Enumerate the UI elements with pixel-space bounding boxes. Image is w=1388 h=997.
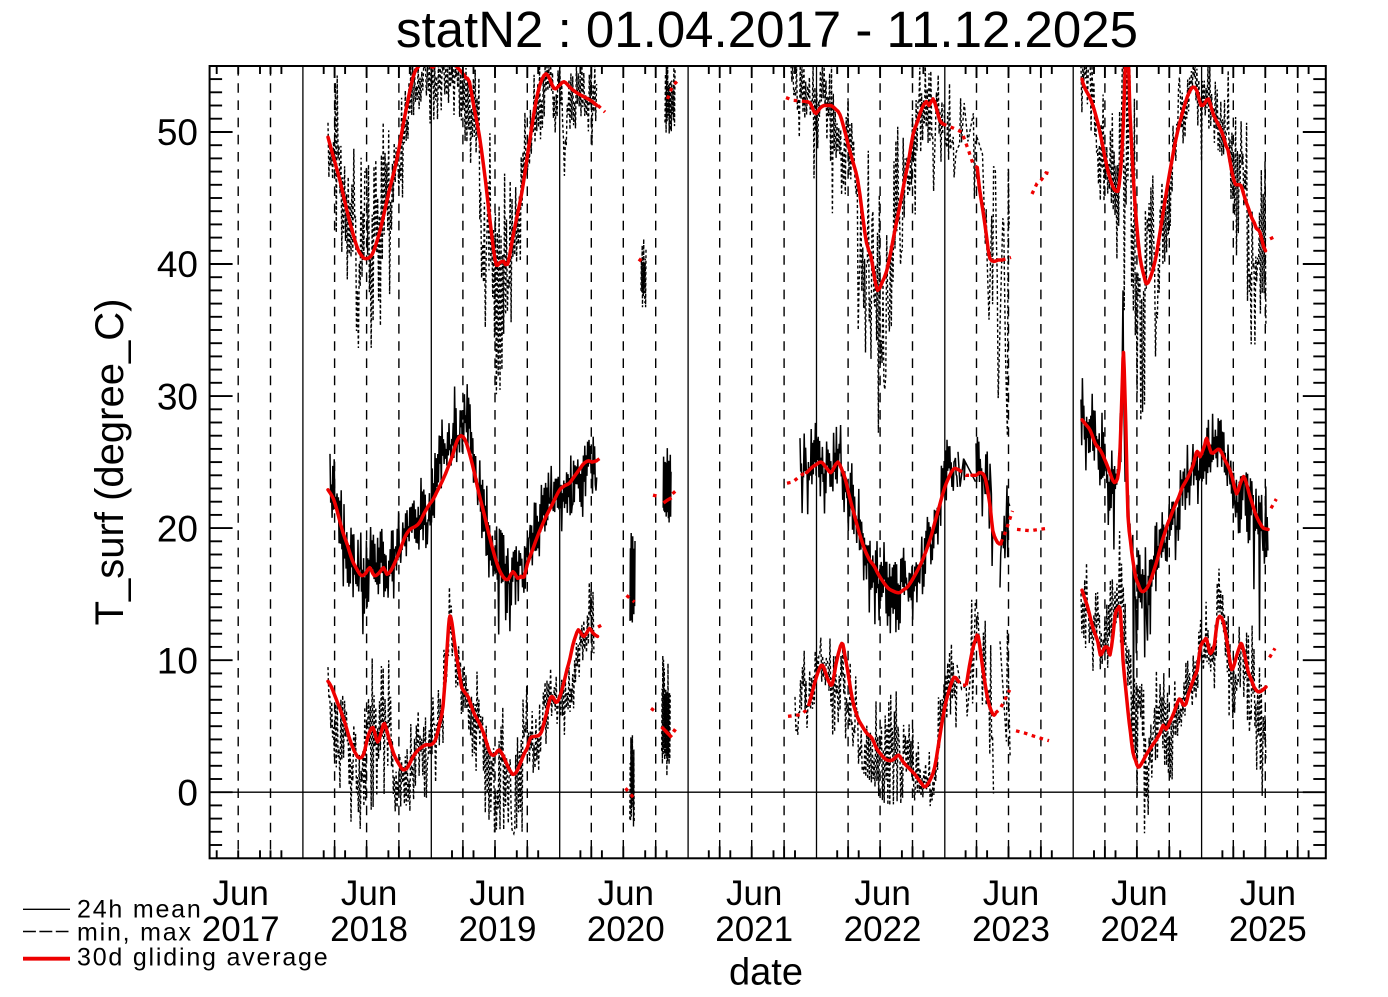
svg-text:24h mean: 24h mean xyxy=(77,896,203,924)
svg-text:Jun: Jun xyxy=(854,874,910,913)
svg-text:40: 40 xyxy=(157,244,198,285)
svg-text:10: 10 xyxy=(157,640,198,681)
svg-text:2017: 2017 xyxy=(202,910,280,949)
svg-text:2023: 2023 xyxy=(972,910,1050,949)
svg-text:30: 30 xyxy=(157,376,198,417)
svg-text:30d gliding average: 30d gliding average xyxy=(77,944,329,972)
svg-text:2024: 2024 xyxy=(1100,910,1178,949)
svg-text:Jun: Jun xyxy=(726,874,782,913)
svg-text:0: 0 xyxy=(177,772,198,813)
svg-text:2025: 2025 xyxy=(1229,910,1307,949)
svg-text:2022: 2022 xyxy=(844,910,922,949)
svg-text:Jun: Jun xyxy=(1240,874,1296,913)
svg-text:Jun: Jun xyxy=(983,874,1039,913)
svg-text:min, max: min, max xyxy=(77,918,193,946)
svg-text:20: 20 xyxy=(157,508,198,549)
svg-text:date: date xyxy=(729,952,803,993)
svg-text:50: 50 xyxy=(157,112,198,153)
svg-text:Jun: Jun xyxy=(341,874,397,913)
svg-text:2020: 2020 xyxy=(587,910,665,949)
svg-text:Jun: Jun xyxy=(212,874,268,913)
svg-text:Jun: Jun xyxy=(469,874,525,913)
svg-text:T_surf (degree_C): T_surf (degree_C) xyxy=(88,299,132,626)
svg-text:statN2 : 01.04.2017 - 11.12.20: statN2 : 01.04.2017 - 11.12.2025 xyxy=(396,1,1138,58)
svg-text:Jun: Jun xyxy=(1111,874,1167,913)
svg-text:Jun: Jun xyxy=(598,874,654,913)
svg-text:2019: 2019 xyxy=(459,910,537,949)
svg-text:2018: 2018 xyxy=(330,910,408,949)
svg-text:2021: 2021 xyxy=(715,910,793,949)
